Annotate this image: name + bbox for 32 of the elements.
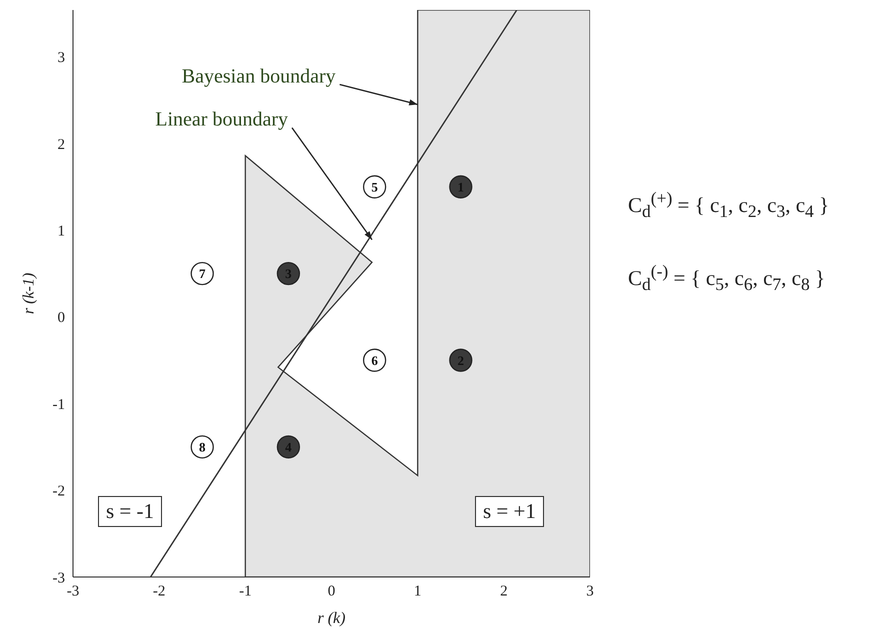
- y-tick-label: 0: [58, 310, 65, 326]
- point: [362, 175, 386, 198]
- x-tick-label: 2: [500, 584, 508, 600]
- point: [276, 262, 300, 286]
- annotation: s = +1: [475, 496, 544, 527]
- annotation: 8: [199, 439, 206, 454]
- y-axis-title: r (k-1): [20, 272, 38, 314]
- y-tick-label: 2: [58, 136, 65, 153]
- annotation: Bayesian boundary: [182, 66, 336, 88]
- y-tick-label: -3: [52, 570, 65, 586]
- y-tick-label: 1: [58, 224, 65, 240]
- annotation: 7: [199, 266, 206, 282]
- point: [449, 175, 472, 198]
- point: [449, 348, 472, 372]
- text: C$_{d}$$^{(-)}$ = { c$_{5}$, c$_{6}$, c$_{7}$, c$_{8}$ }: [628, 261, 826, 294]
- point: [190, 435, 214, 459]
- annotation: 5: [371, 179, 378, 194]
- point: [276, 435, 300, 459]
- x-tick-label: -1: [239, 584, 252, 600]
- point: [190, 262, 214, 286]
- annotation: s = -1: [98, 496, 162, 527]
- x-tick-label: 1: [414, 584, 422, 600]
- x-tick-label: 0: [328, 584, 336, 600]
- x-tick-label: -2: [152, 584, 166, 600]
- text: C$_{d}$$^{(+)}$ = { c$_{1}$, c$_{2}$, c$_{3}$, c$_{4}$ }: [628, 188, 830, 222]
- annotation: 6: [371, 352, 378, 368]
- annotation: Linear boundary: [155, 108, 288, 131]
- y-tick-label: -2: [52, 484, 65, 500]
- x-tick-label: 3: [586, 584, 594, 600]
- y-tick-label: -1: [52, 396, 65, 413]
- x-axis-title: r (k): [318, 610, 346, 627]
- y-tick-label: 3: [58, 50, 65, 66]
